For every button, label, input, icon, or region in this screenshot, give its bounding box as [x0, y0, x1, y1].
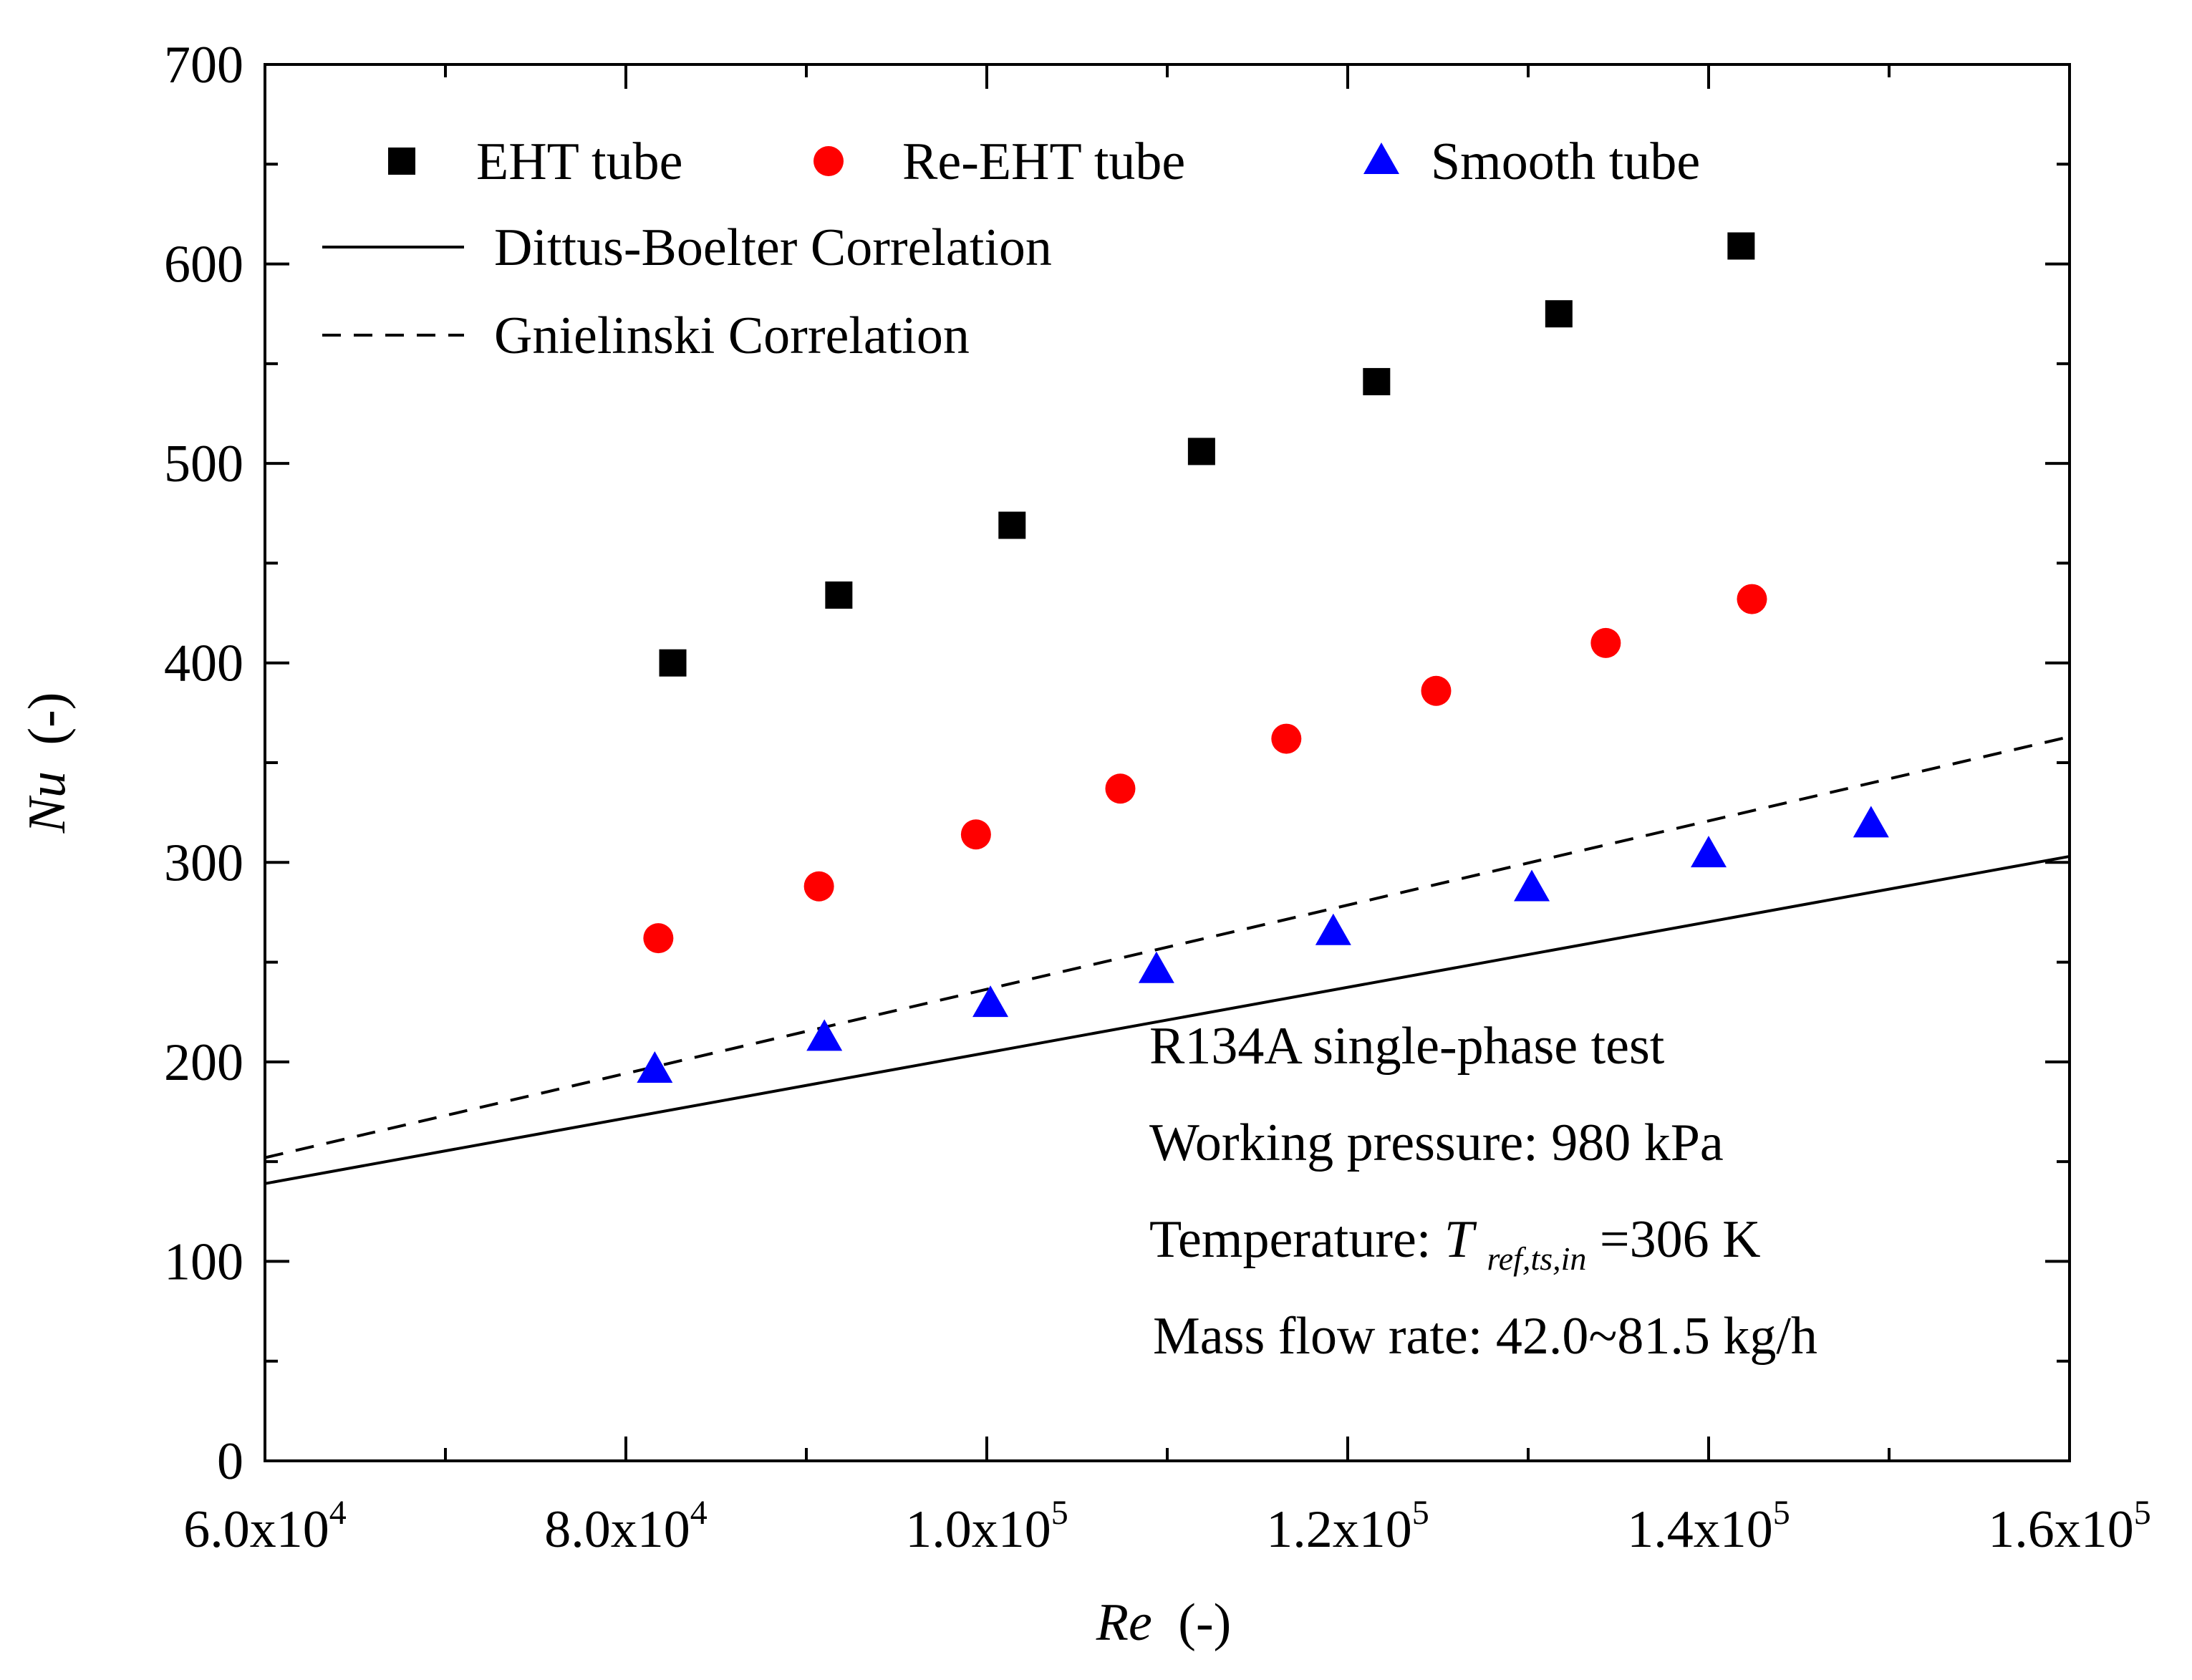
eht-point [1545, 300, 1573, 328]
smooth-point [637, 1051, 673, 1083]
x-tick-label: 1.0x105 [905, 1494, 1068, 1559]
re-eht-point [1421, 675, 1452, 706]
x-tick-mantissa: 6.0x10 [183, 1500, 329, 1559]
annotation-temperature-var: T [1444, 1210, 1477, 1269]
legend: EHT tube Re-EHT tube Smooth tube Dittus-… [322, 132, 1700, 365]
legend-label-eht: EHT tube [476, 132, 682, 191]
x-tick-mantissa: 8.0x10 [544, 1500, 690, 1559]
eht-point [1727, 232, 1755, 260]
x-axis-variable: Re [1096, 1593, 1152, 1652]
eht-point [1363, 367, 1391, 395]
legend-marker-smooth [1363, 143, 1399, 174]
re-eht-point [803, 871, 834, 902]
smooth-point [806, 1019, 843, 1051]
y-tick-label: 0 [217, 1432, 243, 1491]
y-tick-label: 100 [164, 1232, 243, 1291]
x-axis-title: Re (-) [1096, 1593, 1231, 1652]
gnielinski-line [264, 735, 2070, 1159]
y-tick-label: 500 [164, 435, 243, 493]
legend-label-gnielinski: Gnielinski Correlation [494, 306, 970, 365]
y-tick-label: 400 [164, 634, 243, 693]
axis-ticks [264, 63, 2071, 1462]
legend-label-re-eht: Re-EHT tube [902, 132, 1185, 191]
re-eht-point [1271, 723, 1302, 754]
eht-point [659, 649, 687, 677]
smooth-point [972, 985, 1009, 1018]
smooth-point [1853, 806, 1889, 838]
legend-marker-re-eht [813, 146, 844, 176]
eht-point [998, 511, 1026, 539]
annotation-pressure: Working pressure: 980 kPa [1149, 1114, 1724, 1172]
x-tick-exponent: 4 [329, 1494, 347, 1532]
x-tick-exponent: 5 [1051, 1494, 1068, 1532]
re-eht-point [1737, 584, 1767, 614]
correlation-lines [264, 735, 2070, 1185]
y-axis-variable: Nu [18, 771, 77, 834]
annotation-temperature-subscript: ref,ts,in [1487, 1240, 1587, 1277]
x-tick-label: 6.0x104 [183, 1494, 347, 1559]
x-tick-mantissa: 1.2x10 [1266, 1500, 1412, 1559]
x-tick-exponent: 5 [1773, 1494, 1790, 1532]
test-conditions-annotation: R134A single-phase test Working pressure… [1149, 1017, 1817, 1366]
y-tick-label: 600 [164, 236, 243, 294]
y-tick-label: 300 [164, 834, 243, 892]
axis-tick-labels: 6.0x104 8.0x104 1.0x105 1.2x105 1.4x105 1.6x1… [164, 36, 2151, 1559]
legend-marker-eht [388, 148, 415, 175]
annotation-temperature: Temperature: T ref,ts,in =306 K [1149, 1210, 1761, 1282]
eht-point [825, 581, 853, 609]
x-tick-label: 1.2x105 [1266, 1494, 1429, 1559]
x-tick-label: 1.4x105 [1627, 1494, 1790, 1559]
x-tick-mantissa: 1.4x10 [1627, 1500, 1773, 1559]
re-eht-point [960, 819, 991, 850]
dittus-boelter-line [264, 854, 2070, 1185]
legend-label-dittus-boelter: Dittus-Boelter Correlation [494, 218, 1052, 277]
annotation-test-type: R134A single-phase test [1149, 1017, 1665, 1076]
x-tick-exponent: 5 [2134, 1494, 2151, 1532]
x-tick-exponent: 4 [690, 1494, 708, 1532]
y-tick-label: 200 [164, 1033, 243, 1092]
y-axis-unit: (-) [18, 692, 77, 745]
smooth-point [1514, 869, 1550, 902]
y-axis-title: Nu (-) [18, 692, 77, 834]
x-axis-unit: (-) [1178, 1593, 1231, 1652]
y-tick-label: 700 [164, 36, 243, 95]
data-markers [637, 232, 1889, 1083]
x-tick-mantissa: 1.6x10 [1988, 1500, 2134, 1559]
re-eht-point [643, 923, 674, 954]
smooth-point [1691, 836, 1727, 868]
eht-point [1187, 438, 1215, 465]
re-eht-point [1105, 773, 1136, 804]
x-tick-mantissa: 1.0x10 [905, 1500, 1051, 1559]
re-eht-point [1590, 627, 1621, 658]
x-tick-exponent: 5 [1412, 1494, 1429, 1532]
annotation-mass-flow: Mass flow rate: 42.0~81.5 kg/h [1153, 1307, 1817, 1366]
legend-label-smooth: Smooth tube [1431, 132, 1700, 191]
annotation-temperature-suffix: =306 K [1600, 1210, 1761, 1269]
x-tick-label: 8.0x104 [544, 1494, 708, 1559]
x-tick-label: 1.6x105 [1988, 1494, 2151, 1559]
smooth-point [1315, 913, 1351, 945]
annotation-temperature-prefix: Temperature: [1149, 1210, 1444, 1269]
smooth-point [1138, 951, 1174, 983]
